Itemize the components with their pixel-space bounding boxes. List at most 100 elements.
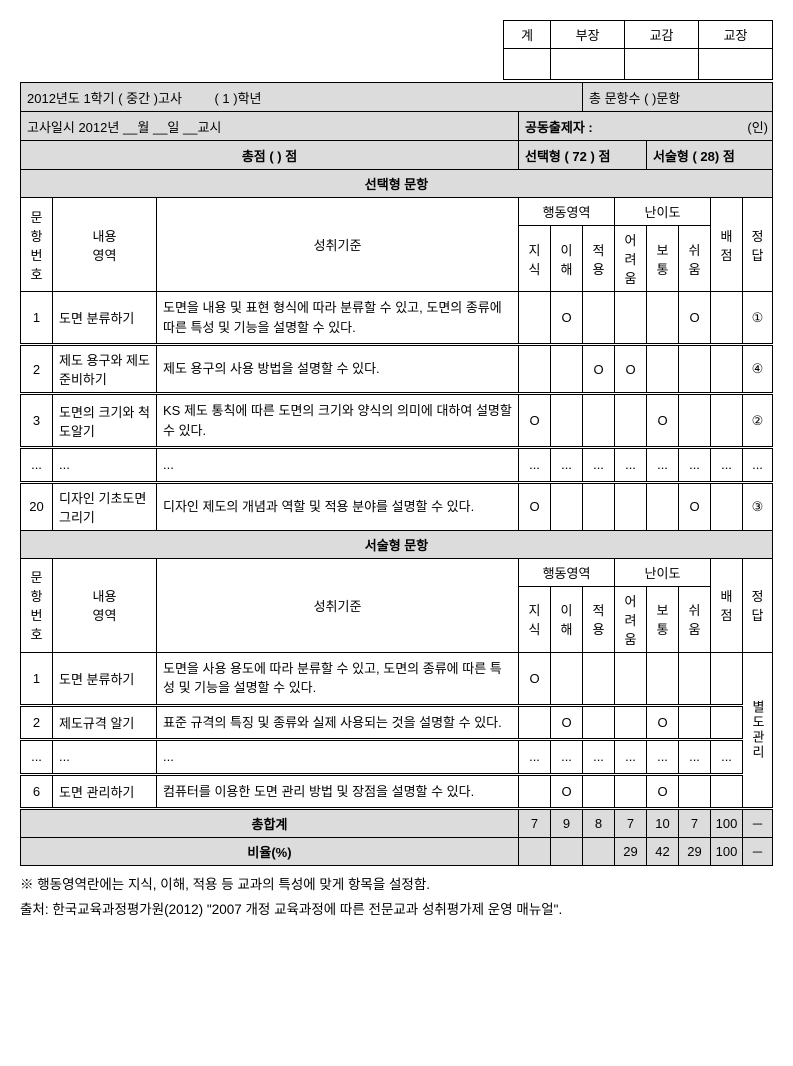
table-cell: O [647, 394, 679, 448]
table-cell [551, 482, 583, 530]
head-beh-sub: 이 해 [551, 226, 583, 292]
table-row: 1도면 분류하기도면을 내용 및 표현 형식에 따라 분류할 수 있고, 도면의… [21, 292, 773, 345]
table-cell [647, 292, 679, 345]
approval-col: 계 [504, 21, 551, 49]
footnotes: ※ 행동영역란에는 지식, 이해, 적용 등 교과의 특성에 맞게 항목을 설정… [20, 874, 773, 922]
table-cell [647, 345, 679, 394]
table-cell [615, 482, 647, 530]
table-cell: ③ [743, 482, 773, 530]
table-cell: 3 [21, 394, 53, 448]
table-cell: 디자인 제도의 개념과 역할 및 적용 분야를 설명할 수 있다. [157, 482, 519, 530]
table-cell: 제도 용구와 제도 준비하기 [53, 345, 157, 394]
footnote-source-text: 한국교육과정평가원(2012) "2007 개정 교육과정에 따른 전문교과 성… [52, 902, 562, 917]
head-crit: 성취기준 [157, 198, 519, 292]
totals-label: 총합계 [21, 809, 519, 838]
table-cell: O [519, 394, 551, 448]
table-cell [711, 774, 743, 809]
table-cell [711, 482, 743, 530]
head-crit: 성취기준 [157, 558, 519, 652]
table-cell: 제도 용구의 사용 방법을 설명할 수 있다. [157, 345, 519, 394]
totals-cell: 7 [679, 809, 711, 838]
table-cell: ④ [743, 345, 773, 394]
ratio-cell: 100 [711, 838, 743, 866]
totals-cell: 100 [711, 809, 743, 838]
approval-col: 교장 [699, 21, 773, 49]
table-cell: O [551, 774, 583, 809]
hdr-l2-right: 공동출제자 : [525, 120, 593, 135]
table-cell [551, 345, 583, 394]
table-cell: 도면 분류하기 [53, 292, 157, 345]
table-cell: ... [711, 740, 743, 775]
table-cell: ... [679, 740, 711, 775]
table-cell: 표준 규격의 특징 및 종류와 실제 사용되는 것을 설명할 수 있다. [157, 705, 519, 740]
table-cell: ... [551, 448, 583, 483]
ratio-cell: － [743, 838, 773, 866]
ratio-label: 비율(%) [21, 838, 519, 866]
table-cell: ... [711, 448, 743, 483]
desc-ans-merged: 별도관리 [743, 652, 773, 809]
ratio-cell [519, 838, 551, 866]
header-line1-right: 총 문항수 ( )문항 [583, 83, 773, 112]
table-cell [519, 774, 551, 809]
main-table: 2012년도 1학기 ( 중간 )고사 ( 1 )학년 총 문항수 ( )문항 … [20, 82, 773, 866]
table-cell [583, 394, 615, 448]
head-diff-sub: 보 통 [647, 226, 679, 292]
table-cell [615, 774, 647, 809]
table-cell [711, 345, 743, 394]
table-row: 1도면 분류하기도면을 사용 용도에 따라 분류할 수 있고, 도면의 종류에 … [21, 652, 773, 705]
table-cell: ... [647, 740, 679, 775]
table-cell [679, 705, 711, 740]
table-row: 6도면 관리하기컴퓨터를 이용한 도면 관리 방법 및 장점을 설명할 수 있다… [21, 774, 773, 809]
table-cell [583, 705, 615, 740]
ratio-cell [551, 838, 583, 866]
table-cell: O [551, 292, 583, 345]
table-cell: 도면의 크기와 척도알기 [53, 394, 157, 448]
table-cell: 도면을 내용 및 표현 형식에 따라 분류할 수 있고, 도면의 종류에 따른 … [157, 292, 519, 345]
hdr-l1-left: 2012년도 1학기 ( 중간 )고사 [27, 91, 182, 106]
head-beh-sub: 적 용 [583, 226, 615, 292]
head-num: 문항 번호 [21, 558, 53, 652]
header-line1-left: 2012년도 1학기 ( 중간 )고사 ( 1 )학년 [21, 83, 583, 112]
footnote-note: ※ 행동영역란에는 지식, 이해, 적용 등 교과의 특성에 맞게 항목을 설정… [20, 874, 773, 897]
head-diff-sub: 쉬 움 [679, 586, 711, 652]
head-diff-sub: 보 통 [647, 586, 679, 652]
table-cell [711, 705, 743, 740]
table-cell [615, 292, 647, 345]
table-cell [647, 482, 679, 530]
approval-empty [625, 49, 699, 80]
table-cell: ① [743, 292, 773, 345]
table-cell [711, 394, 743, 448]
table-cell: O [615, 345, 647, 394]
header-line2-right: 공동출제자 : (인) [519, 112, 773, 141]
table-cell [615, 652, 647, 705]
table-cell: ... [679, 448, 711, 483]
table-row: 2제도 용구와 제도 준비하기제도 용구의 사용 방법을 설명할 수 있다.OO… [21, 345, 773, 394]
table-cell [679, 774, 711, 809]
table-cell: O [647, 774, 679, 809]
header-score-sel: 선택형 ( 72 ) 점 [519, 141, 647, 170]
table-cell [647, 652, 679, 705]
table-cell: O [519, 652, 551, 705]
head-beh-sub: 지 식 [519, 586, 551, 652]
ratio-cell [583, 838, 615, 866]
ratio-cell: 29 [679, 838, 711, 866]
table-cell: ... [551, 740, 583, 775]
table-cell [711, 292, 743, 345]
table-cell: O [519, 482, 551, 530]
table-cell [519, 345, 551, 394]
table-cell: ... [157, 448, 519, 483]
approval-box: 계 부장 교감 교장 [503, 20, 773, 80]
table-row: .............................. [21, 740, 773, 775]
table-cell: ... [519, 448, 551, 483]
table-cell: ... [53, 448, 157, 483]
table-cell: 1 [21, 292, 53, 345]
table-cell [583, 652, 615, 705]
table-cell [551, 394, 583, 448]
table-cell [615, 705, 647, 740]
table-cell [519, 292, 551, 345]
table-cell: O [679, 482, 711, 530]
totals-cell: 8 [583, 809, 615, 838]
head-diff: 난이도 [615, 198, 711, 226]
ratio-cell: 29 [615, 838, 647, 866]
table-cell [711, 652, 743, 705]
